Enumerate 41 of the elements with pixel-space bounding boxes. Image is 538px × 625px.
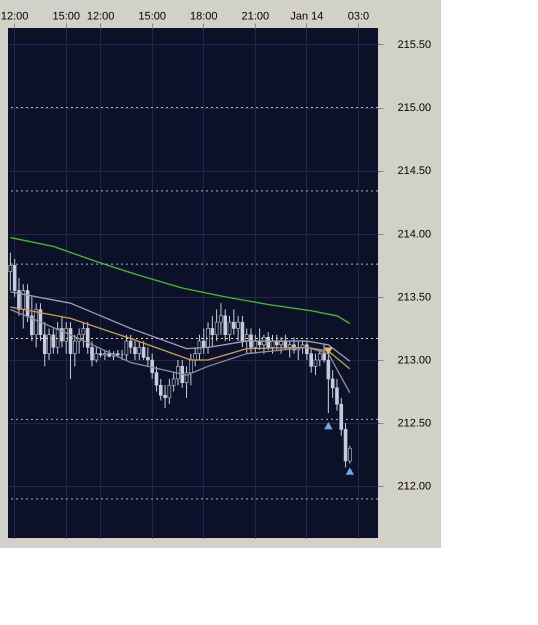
point — [324, 348, 333, 355]
y-tick-label: 212.00 — [398, 480, 432, 493]
y-tick-label: 214.00 — [398, 228, 432, 240]
x-tick-label: 03:0 — [348, 10, 370, 22]
candlestick — [318, 349, 322, 367]
candlestick — [236, 315, 240, 342]
candlestick — [142, 340, 146, 361]
line-series — [10, 308, 350, 394]
line-series — [10, 291, 350, 362]
candlestick — [124, 334, 128, 361]
candlestick — [202, 328, 206, 354]
x-tick-label: 21:00 — [242, 10, 270, 22]
x-tick-label: 12:00 — [0, 10, 28, 22]
line-series — [10, 236, 350, 324]
point — [346, 467, 354, 475]
candlestick — [176, 360, 180, 386]
candlestick — [223, 309, 228, 342]
x-tick-label: 12:00 — [86, 10, 114, 22]
y-tick-label: 214.50 — [398, 165, 432, 178]
candlestick — [219, 302, 223, 336]
x-tick-label: 15:00 — [52, 10, 80, 22]
y-tick-label: 215.50 — [398, 38, 432, 51]
candlestick — [206, 322, 210, 354]
candlestick — [137, 340, 142, 361]
candlestick — [133, 340, 137, 361]
y-tick-label: 212.50 — [398, 418, 432, 430]
x-tick-label: 15:00 — [138, 10, 166, 22]
x-tick-label: 18:00 — [190, 10, 218, 22]
candlestick — [240, 315, 244, 348]
candlestick — [180, 360, 184, 388]
candlestick — [249, 328, 253, 354]
y-tick-label: 213.00 — [398, 354, 432, 367]
y-tick-label: 215.00 — [398, 102, 432, 114]
candlestick — [82, 322, 86, 348]
point — [324, 422, 333, 430]
candlestick — [228, 315, 232, 342]
candlestick — [314, 353, 318, 376]
x-tick-label: Jan 14 — [290, 10, 324, 22]
candlestick — [270, 334, 274, 354]
candlestick — [47, 328, 51, 361]
y-tick-label: 213.50 — [398, 291, 432, 304]
